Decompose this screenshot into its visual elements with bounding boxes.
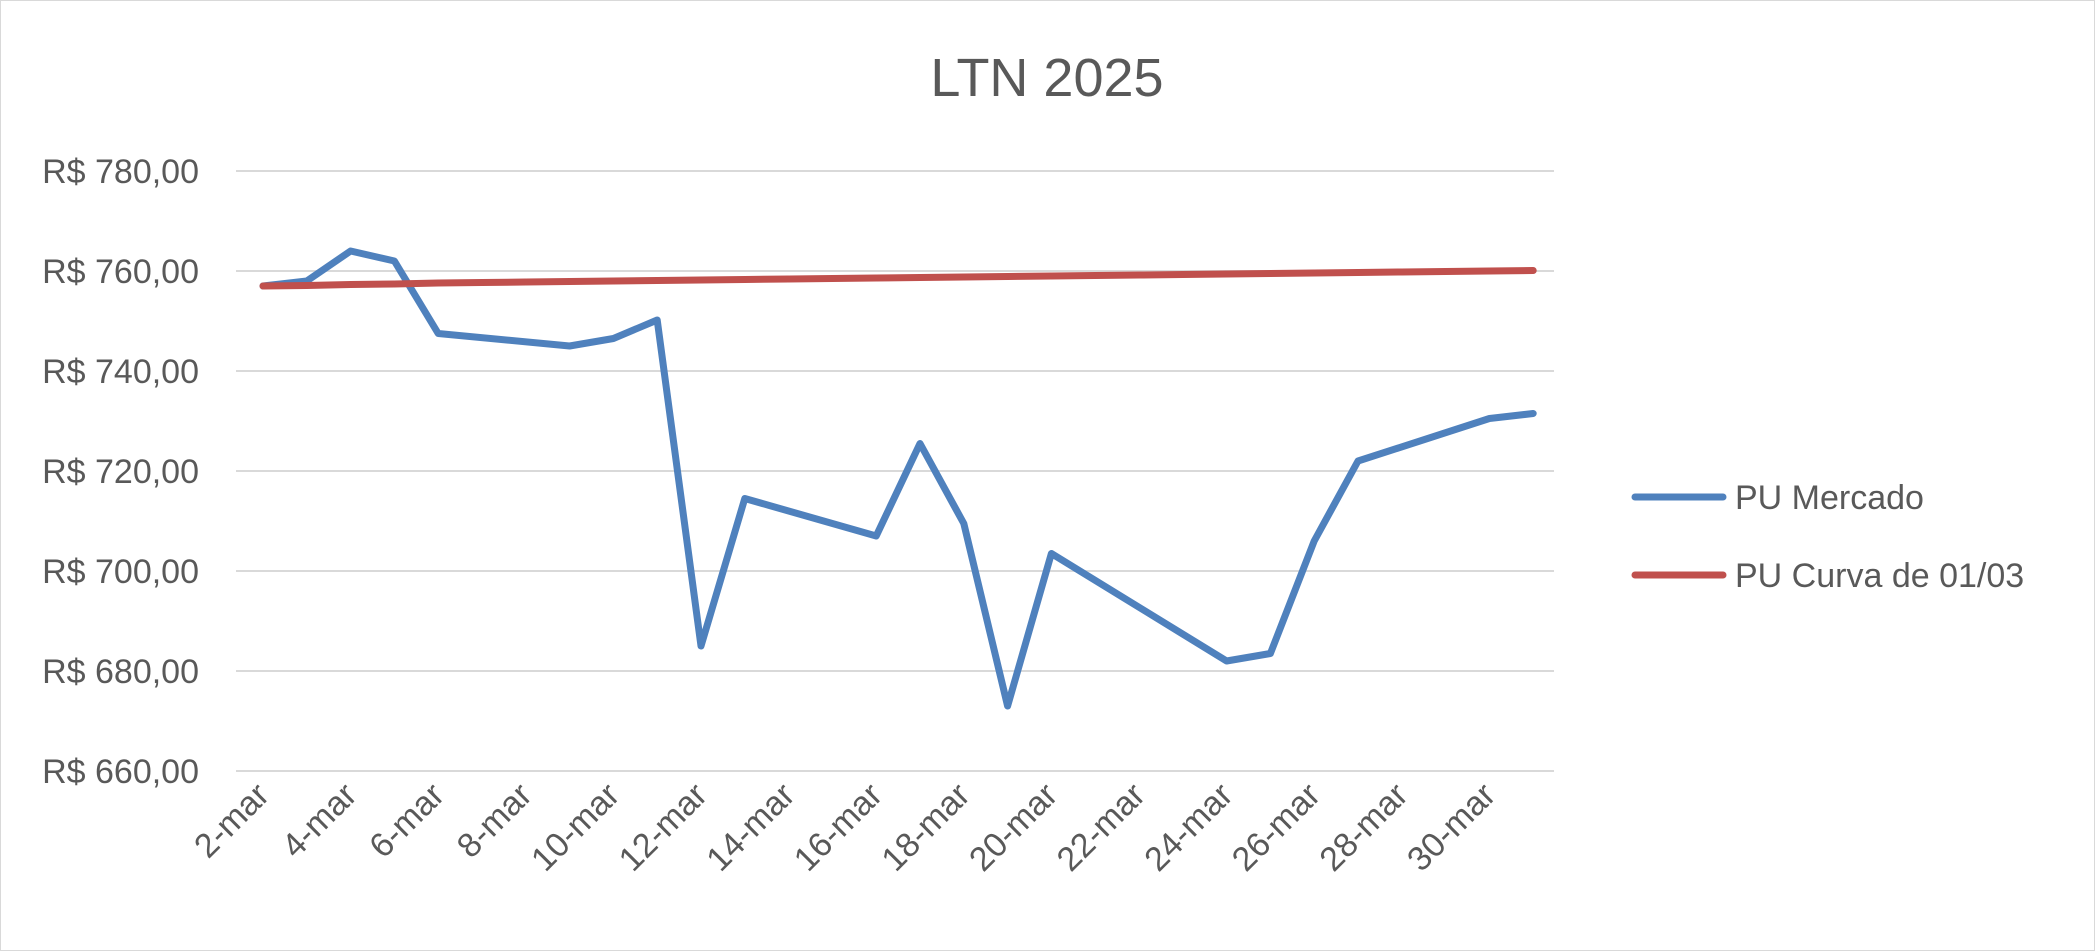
legend-label: PU Mercado (1735, 479, 1924, 517)
x-tick-label: 2-mar (187, 776, 277, 866)
x-tick-label: 24-mar (1137, 776, 1240, 879)
y-tick-label: R$ 680,00 (42, 653, 199, 691)
y-tick-label: R$ 760,00 (42, 253, 199, 291)
legend-label: PU Curva de 01/03 (1735, 557, 2024, 595)
series-line-2 (259, 267, 1537, 290)
x-tick-label: 28-mar (1312, 776, 1415, 879)
x-tick-label: 12-mar (612, 776, 715, 879)
chart-title: LTN 2025 (930, 48, 1163, 108)
y-tick-label: R$ 700,00 (42, 553, 199, 591)
x-tick-label: 6-mar (362, 776, 452, 866)
x-tick-label: 22-mar (1050, 776, 1153, 879)
legend: PU Mercado PU Curva de 01/03 (1631, 479, 2024, 595)
x-tick-label: 10-mar (524, 776, 627, 879)
series-lines (259, 247, 1537, 710)
x-tick-label: 16-mar (787, 776, 890, 879)
x-tick-label: 18-mar (874, 776, 977, 879)
x-axis-tick-labels: 2-mar4-mar6-mar8-mar10-mar12-mar14-mar16… (187, 776, 1503, 879)
x-tick-label: 30-mar (1400, 776, 1503, 879)
y-tick-label: R$ 720,00 (42, 453, 199, 491)
y-tick-label: R$ 780,00 (42, 153, 199, 191)
x-tick-label: 4-mar (275, 776, 365, 866)
series-line-1 (259, 247, 1537, 710)
x-tick-label: 26-mar (1225, 776, 1328, 879)
y-axis-tick-labels: R$ 780,00 R$ 760,00 R$ 740,00 R$ 720,00 R$ 7… (42, 153, 199, 791)
y-tick-label: R$ 660,00 (42, 753, 199, 791)
x-tick-label: 20-mar (962, 776, 1065, 879)
y-tick-label: R$ 740,00 (42, 353, 199, 391)
gridlines (236, 170, 1554, 772)
x-tick-label: 14-mar (699, 776, 802, 879)
